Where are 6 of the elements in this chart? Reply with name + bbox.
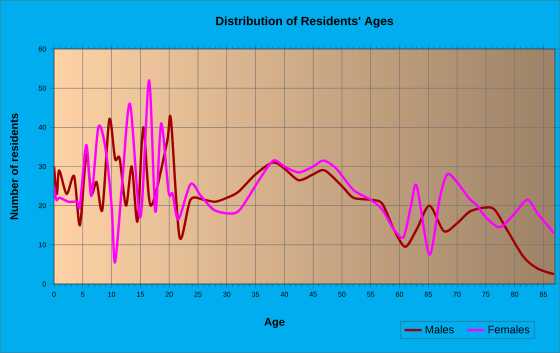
line-series	[54, 79, 555, 264]
x-axis-title: Age	[264, 318, 285, 328]
legend-label: Males	[426, 325, 454, 334]
y-axis-title: Number of residents	[10, 113, 18, 220]
chart-title: Distribution of Residents' Ages	[216, 16, 394, 28]
legend-label: Females	[488, 325, 530, 334]
